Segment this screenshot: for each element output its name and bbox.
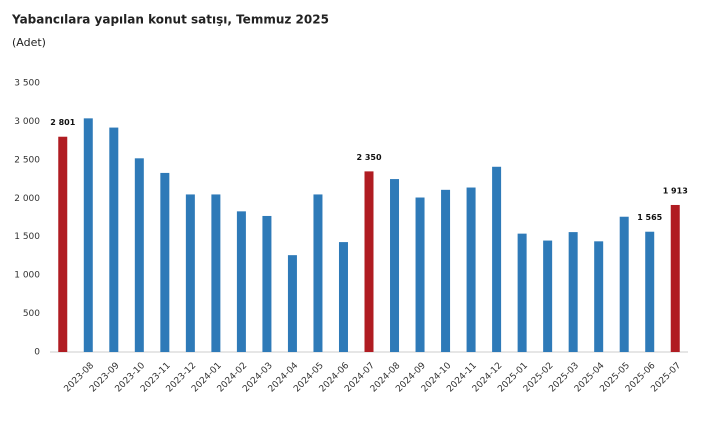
y-tick-label: 3 500 xyxy=(14,79,40,89)
bar xyxy=(338,242,348,352)
bar xyxy=(492,166,502,352)
bar xyxy=(568,232,578,352)
bar xyxy=(83,118,93,353)
bar xyxy=(262,215,272,352)
bar xyxy=(160,172,170,352)
y-tick-label: 3 000 xyxy=(14,117,40,127)
value-label: 1 565 xyxy=(637,213,662,222)
bar xyxy=(58,136,68,352)
value-label: 2 801 xyxy=(50,118,75,127)
bar xyxy=(645,231,655,352)
bar xyxy=(619,216,629,352)
bar xyxy=(109,127,119,352)
value-label: 2 350 xyxy=(356,153,381,162)
y-tick-label: 1 500 xyxy=(14,232,40,242)
bar xyxy=(364,171,374,352)
bar xyxy=(415,197,425,352)
bar xyxy=(236,211,246,352)
bar xyxy=(313,194,323,352)
bar xyxy=(441,189,451,352)
value-label: 1 913 xyxy=(663,186,688,195)
chart-subtitle: (Adet) xyxy=(12,36,46,49)
bar xyxy=(466,187,476,352)
bar xyxy=(287,255,297,352)
bar xyxy=(134,158,144,352)
bar xyxy=(594,241,604,352)
bar xyxy=(517,233,527,352)
y-tick-label: 1 000 xyxy=(14,271,40,281)
y-tick-label: 500 xyxy=(23,309,40,319)
y-tick-label: 2 000 xyxy=(14,194,40,204)
bar xyxy=(543,240,553,352)
bar xyxy=(211,194,221,352)
bar xyxy=(670,204,680,352)
bar xyxy=(185,194,195,352)
y-tick-label: 2 500 xyxy=(14,155,40,165)
chart-title: Yabancılara yapılan konut satışı, Temmuz… xyxy=(11,13,329,27)
bar xyxy=(390,179,400,352)
y-tick-label: 0 xyxy=(34,348,40,358)
